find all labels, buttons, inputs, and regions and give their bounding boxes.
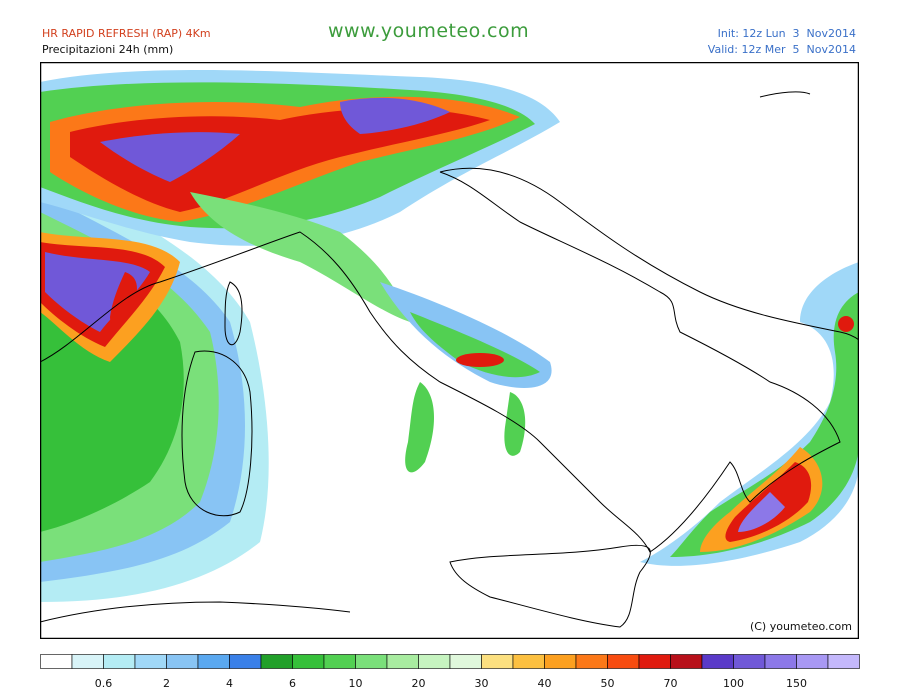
legend-swatch — [701, 654, 734, 669]
legend-label: 2 — [163, 677, 170, 690]
map: (C) youmeteo.com — [40, 62, 859, 639]
legend-swatch — [638, 654, 671, 669]
precip-area — [738, 492, 785, 532]
precip-area — [405, 382, 435, 473]
coastline — [439, 167, 859, 341]
legend-label: 30 — [475, 677, 489, 690]
legend-label: 50 — [601, 677, 615, 690]
legend-swatch — [134, 654, 167, 669]
legend-label: 20 — [412, 677, 426, 690]
legend-label: 6 — [289, 677, 296, 690]
coastlines — [40, 91, 859, 628]
precip-area — [100, 132, 240, 182]
legend-swatch — [607, 654, 640, 669]
legend-swatch — [827, 654, 860, 669]
legend-swatch — [481, 654, 514, 669]
model-title: HR RAPID REFRESH (RAP) 4Km — [42, 27, 211, 40]
legend-label: 0.6 — [95, 677, 113, 690]
legend-label: 70 — [664, 677, 678, 690]
legend-swatch — [544, 654, 577, 669]
precip-area — [838, 316, 854, 332]
field-title: Precipitazioni 24h (mm) — [42, 43, 174, 56]
coastline — [759, 91, 811, 98]
precip-area — [456, 353, 504, 367]
precip-area — [190, 192, 410, 322]
precip-area — [504, 392, 526, 456]
legend-swatch — [260, 654, 293, 669]
legend-swatch — [796, 654, 829, 669]
legend-swatch — [386, 654, 419, 669]
legend-swatch — [449, 654, 482, 669]
legend-swatch — [323, 654, 356, 669]
coastline — [224, 281, 243, 345]
coastline — [40, 171, 841, 553]
legend-swatch — [292, 654, 325, 669]
legend-swatch — [733, 654, 766, 669]
precipitation — [40, 70, 859, 602]
legend-swatch — [575, 654, 608, 669]
coastline — [40, 601, 351, 623]
legend-label: 40 — [538, 677, 552, 690]
legend-swatch — [512, 654, 545, 669]
coastline — [181, 350, 253, 517]
legend-swatch — [418, 654, 451, 669]
valid-time: Valid: 12z Mer 5 Nov2014 — [707, 43, 856, 56]
legend-swatch — [355, 654, 388, 669]
legend-label: 100 — [723, 677, 744, 690]
legend-swatch — [764, 654, 797, 669]
site-url: www.youmeteo.com — [328, 20, 530, 42]
precip-area — [410, 312, 540, 378]
legend-label: 4 — [226, 677, 233, 690]
legend-swatch — [103, 654, 136, 669]
legend-swatch — [670, 654, 703, 669]
init-time: Init: 12z Lun 3 Nov2014 — [717, 27, 856, 40]
legend-swatch — [166, 654, 199, 669]
precip-area — [45, 252, 150, 332]
map-frame — [40, 62, 859, 639]
legend-label: 10 — [349, 677, 363, 690]
copyright: (C) youmeteo.com — [750, 620, 852, 633]
legend-swatch — [71, 654, 104, 669]
legend-swatch — [197, 654, 230, 669]
legend-swatch — [229, 654, 262, 669]
precip-area — [340, 97, 450, 134]
legend-label: 150 — [786, 677, 807, 690]
precip-area — [110, 272, 137, 324]
color-legend: 0.6 2 4 6 10 20 30 40 50 70 100 150 — [40, 654, 860, 690]
coastline — [449, 544, 651, 628]
legend-swatch — [40, 654, 73, 669]
